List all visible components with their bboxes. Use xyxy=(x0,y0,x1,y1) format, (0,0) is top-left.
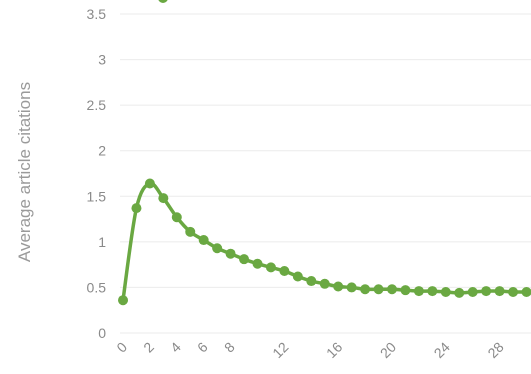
data-point xyxy=(279,266,290,277)
x-tick-label: 20 xyxy=(377,339,399,361)
data-point xyxy=(346,282,357,293)
data-point xyxy=(319,278,330,289)
data-point xyxy=(413,286,424,297)
data-point xyxy=(494,286,505,297)
x-tick-label: 28 xyxy=(484,339,506,361)
x-tick-label: 24 xyxy=(431,339,453,361)
data-point xyxy=(144,178,155,189)
data-point xyxy=(521,286,531,297)
data-point xyxy=(360,284,371,295)
y-tick-label: 1 xyxy=(98,234,106,250)
y-tick-label: 0.5 xyxy=(87,279,107,295)
x-tick-label: 12 xyxy=(269,339,291,361)
data-point xyxy=(387,284,397,295)
data-point xyxy=(252,258,263,269)
data-point xyxy=(508,286,519,297)
y-tick-label: 3 xyxy=(98,52,106,68)
y-tick-label: 1.5 xyxy=(87,188,107,204)
data-point xyxy=(118,295,128,306)
data-point xyxy=(185,226,196,237)
data-point xyxy=(440,286,451,297)
data-point xyxy=(292,271,303,282)
x-tick-label: 0 xyxy=(113,339,130,356)
x-tick-label: 4 xyxy=(167,339,184,356)
y-tick-label: 2 xyxy=(98,143,106,159)
x-tick-label: 16 xyxy=(323,339,345,361)
data-point xyxy=(225,248,236,259)
data-point xyxy=(481,286,492,297)
data-point xyxy=(400,285,411,296)
data-point xyxy=(467,286,478,297)
data-point xyxy=(427,286,438,297)
data-point xyxy=(198,235,209,246)
data-point xyxy=(306,276,317,287)
data-point xyxy=(158,193,169,204)
y-axis-tick-labels: 0 0.5 1 1.5 2 2.5 3 3.5 xyxy=(87,6,107,341)
data-point xyxy=(454,287,465,298)
data-point xyxy=(333,281,344,292)
y-tick-label: 3.5 xyxy=(87,6,107,22)
data-point xyxy=(212,243,223,254)
y-tick-label: 0 xyxy=(98,325,106,341)
y-axis-title: Average article citations xyxy=(15,82,34,262)
data-point xyxy=(265,262,276,273)
cropped-data-point xyxy=(158,0,168,3)
gridlines xyxy=(120,13,531,334)
data-points xyxy=(118,0,531,306)
y-tick-label: 2.5 xyxy=(87,97,107,113)
x-tick-label: 8 xyxy=(221,339,238,356)
x-axis-tick-labels: 0 2 4 6 8 12 16 20 24 28 xyxy=(113,339,507,361)
x-tick-label: 2 xyxy=(140,339,157,356)
data-point xyxy=(239,254,250,265)
data-point xyxy=(171,212,182,223)
data-point xyxy=(131,203,142,214)
x-tick-label: 6 xyxy=(194,339,211,356)
data-point xyxy=(373,284,384,295)
